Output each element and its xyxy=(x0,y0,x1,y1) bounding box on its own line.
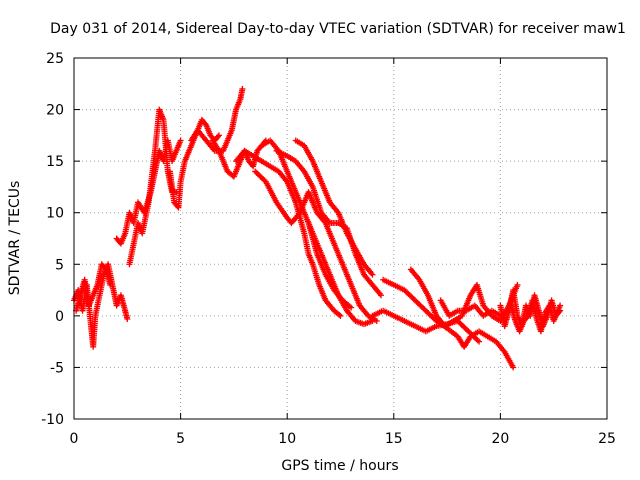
data-point xyxy=(514,281,521,288)
data-point xyxy=(239,85,246,92)
data-point xyxy=(261,177,268,184)
y-tick-label: -10 xyxy=(41,412,64,428)
x-tick-label: 20 xyxy=(491,431,509,447)
series-arc-early-b xyxy=(73,261,114,314)
data-point xyxy=(476,338,483,345)
data-point xyxy=(177,137,184,144)
y-tick-label: 10 xyxy=(46,206,64,222)
data-point xyxy=(524,314,531,321)
y-tick-label: 5 xyxy=(55,257,64,273)
y-axis-label: SDTVAR / TECUs xyxy=(7,181,23,296)
data-point xyxy=(124,315,131,322)
grid xyxy=(74,58,607,419)
data-points xyxy=(71,85,564,371)
y-tick-label: 20 xyxy=(46,103,64,119)
series-arc-rise-a xyxy=(113,137,184,247)
x-tick-label: 5 xyxy=(176,431,185,447)
data-point xyxy=(214,133,221,140)
series-arc-dec-a xyxy=(233,147,344,319)
y-tick-label: 15 xyxy=(46,154,64,170)
series-arc-dec-c xyxy=(252,168,380,325)
series-arc-dec-e xyxy=(292,137,376,278)
data-point xyxy=(215,132,222,139)
series-arc-dec-f xyxy=(305,220,355,311)
x-tick-label: 15 xyxy=(385,431,403,447)
data-point xyxy=(348,304,355,311)
data-point xyxy=(101,265,108,272)
data-point xyxy=(373,318,380,325)
data-point xyxy=(510,364,517,371)
data-point xyxy=(474,337,481,344)
data-point xyxy=(202,120,209,127)
series-arc-rise-c xyxy=(166,116,222,211)
data-point xyxy=(369,271,376,278)
chart-title: Day 031 of 2014, Sidereal Day-to-day VTE… xyxy=(50,21,626,37)
x-tick-label: 0 xyxy=(70,431,79,447)
y-tick-label: -5 xyxy=(50,360,64,376)
data-point xyxy=(336,311,343,318)
data-point xyxy=(557,302,564,309)
axis-ticks: 0 5 10 15 20 25 -10 -5 0 5 10 15 20 25 xyxy=(41,51,616,447)
x-axis-label: GPS time / hours xyxy=(281,458,398,474)
y-tick-label: 0 xyxy=(55,309,64,325)
data-point xyxy=(337,312,344,319)
x-tick-label: 25 xyxy=(598,431,616,447)
plot-frame xyxy=(73,57,608,420)
x-tick-label: 10 xyxy=(278,431,296,447)
series-arc-low-d xyxy=(437,297,512,319)
y-tick-label: 25 xyxy=(46,51,64,67)
series-arc-end-b xyxy=(508,297,564,335)
data-point xyxy=(107,281,114,288)
data-point xyxy=(378,292,385,299)
